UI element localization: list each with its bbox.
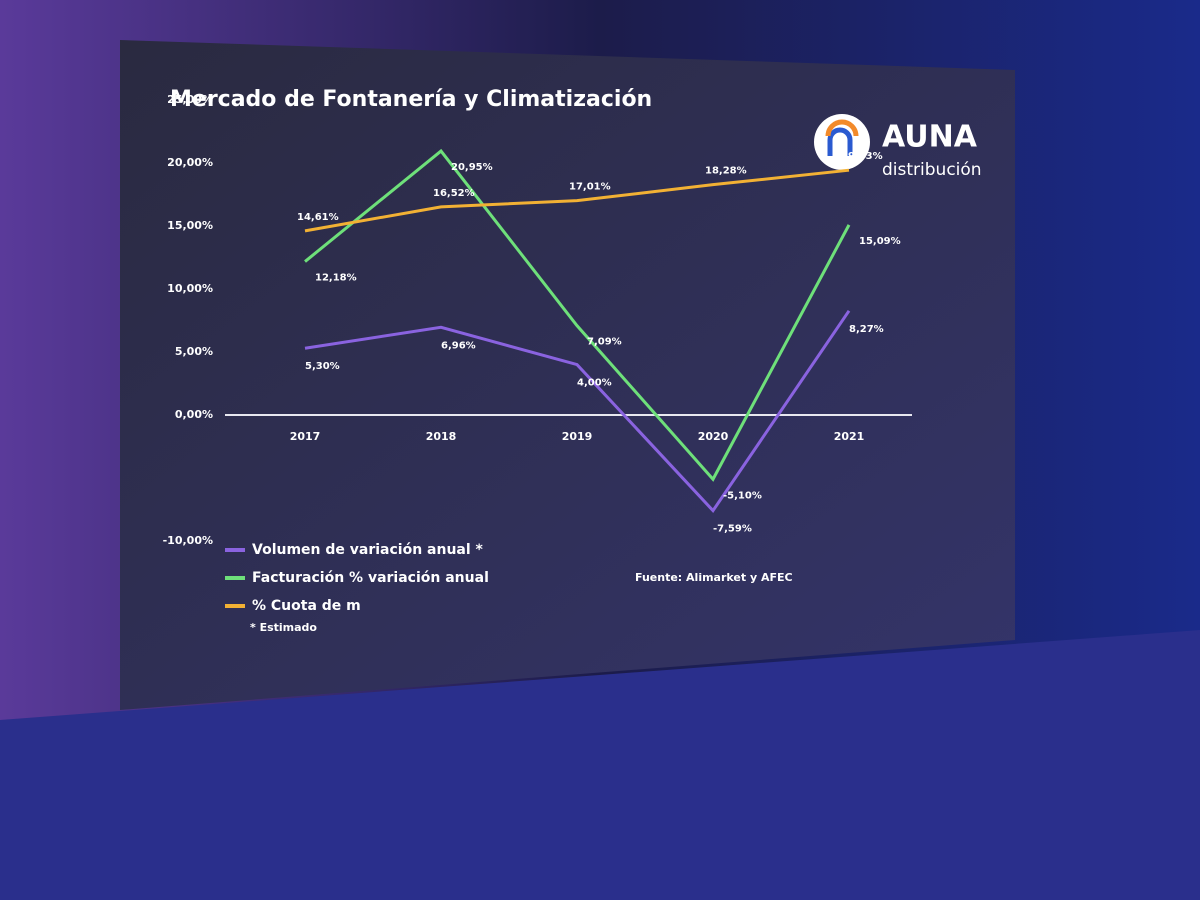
data-label: 19,43%: [841, 151, 883, 162]
data-label: 4,00%: [577, 378, 612, 389]
data-label: 20,95%: [451, 162, 493, 173]
legend-label: % Cuota de m: [252, 598, 361, 614]
logo-arc: [827, 127, 853, 156]
x-tick-label: 2020: [698, 430, 729, 443]
y-tick-label: 15,00%: [167, 219, 213, 232]
y-tick-label: 10,00%: [167, 282, 213, 295]
source: Fuente: Alimarket y AFEC: [635, 571, 793, 584]
y-tick-label: 5,00%: [175, 345, 213, 358]
series-line: [304, 168, 850, 233]
y-tick-label: -10,00%: [163, 534, 213, 547]
x-tick-label: 2018: [426, 430, 457, 443]
data-label: 17,01%: [569, 182, 611, 193]
data-label: 15,09%: [859, 236, 901, 247]
x-tick-label: 2019: [562, 430, 593, 443]
data-label: 8,27%: [849, 324, 884, 335]
data-label: 18,28%: [705, 166, 747, 177]
x-tick-label: 2021: [834, 430, 865, 443]
chart-title: Mercado de Fontanería y Climatización: [170, 87, 652, 112]
logo-tagline: distribución: [882, 160, 982, 180]
data-label: -5,10%: [723, 490, 762, 501]
data-label: 14,61%: [297, 212, 339, 223]
series-line: [304, 309, 851, 514]
data-label: 6,96%: [441, 340, 476, 351]
stage: [0, 630, 1200, 900]
data-label: 12,18%: [315, 273, 357, 284]
data-label: 7,09%: [587, 337, 622, 348]
y-tick-label: 0,00%: [175, 408, 213, 421]
logo-brand: AUNA: [882, 120, 978, 155]
x-tick-label: 2017: [290, 430, 321, 443]
note: * Estimado: [250, 621, 317, 634]
y-tick-label: 20,00%: [167, 156, 213, 169]
logo-arc: [825, 119, 859, 137]
series-line: [304, 148, 851, 482]
legend-label: Facturación % variación anual: [252, 570, 489, 586]
data-label: -7,59%: [713, 524, 752, 535]
data-label: 5,30%: [305, 361, 340, 372]
data-label: 16,52%: [433, 188, 475, 199]
screen: [120, 40, 1015, 710]
legend-label: Volumen de variación anual *: [252, 542, 484, 558]
chart: Mercado de Fontanería y Climatización AU…: [163, 87, 982, 634]
y-tick-label: 25,00%: [167, 93, 213, 106]
